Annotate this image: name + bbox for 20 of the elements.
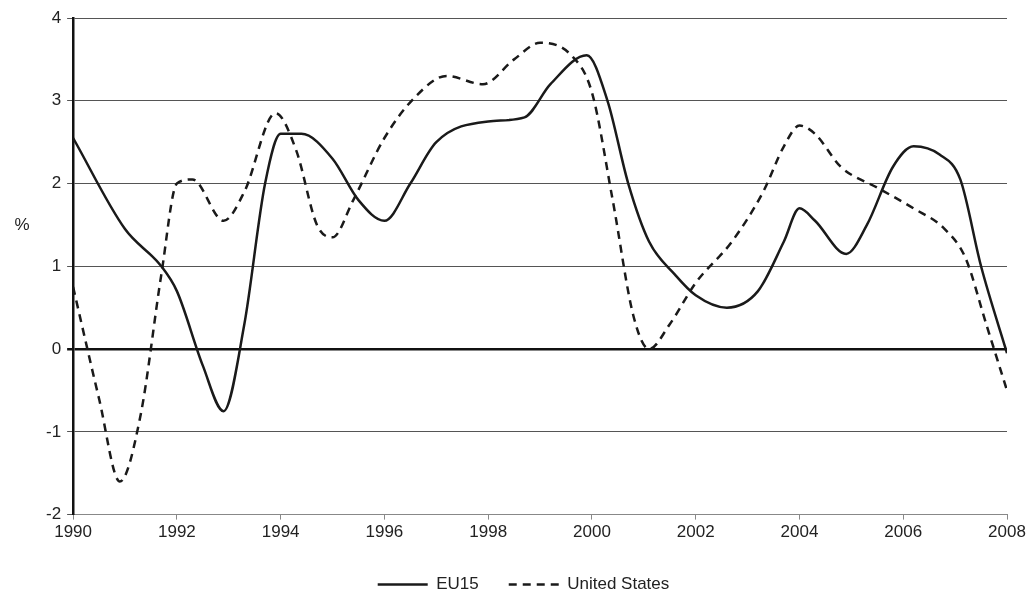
x-tick-label: 2000: [573, 522, 611, 542]
x-tick-label: 2008: [988, 522, 1026, 542]
y-tick-label: 4: [51, 7, 62, 27]
x-tick-label: 2006: [884, 522, 923, 542]
y-tick-label: 1: [51, 255, 62, 275]
y-tick-label: -1: [45, 421, 62, 441]
x-tick-label: 1992: [157, 522, 196, 542]
x-tick-label: 1998: [469, 522, 508, 542]
x-tick-label: 1990: [54, 522, 93, 542]
x-tick-label: 2002: [676, 522, 715, 542]
y-tick-label: -2: [45, 504, 62, 524]
y-tick-label: 3: [51, 90, 62, 110]
legend-label: United States: [567, 574, 670, 594]
x-tick-label: 1996: [365, 522, 404, 542]
x-tick-label: 1994: [261, 522, 300, 542]
y-tick-label: 2: [51, 173, 62, 193]
legend-label: EU15: [436, 574, 479, 594]
y-axis-title: %: [14, 214, 30, 234]
y-tick-label: 0: [51, 338, 62, 358]
x-tick-label: 2004: [780, 522, 819, 542]
